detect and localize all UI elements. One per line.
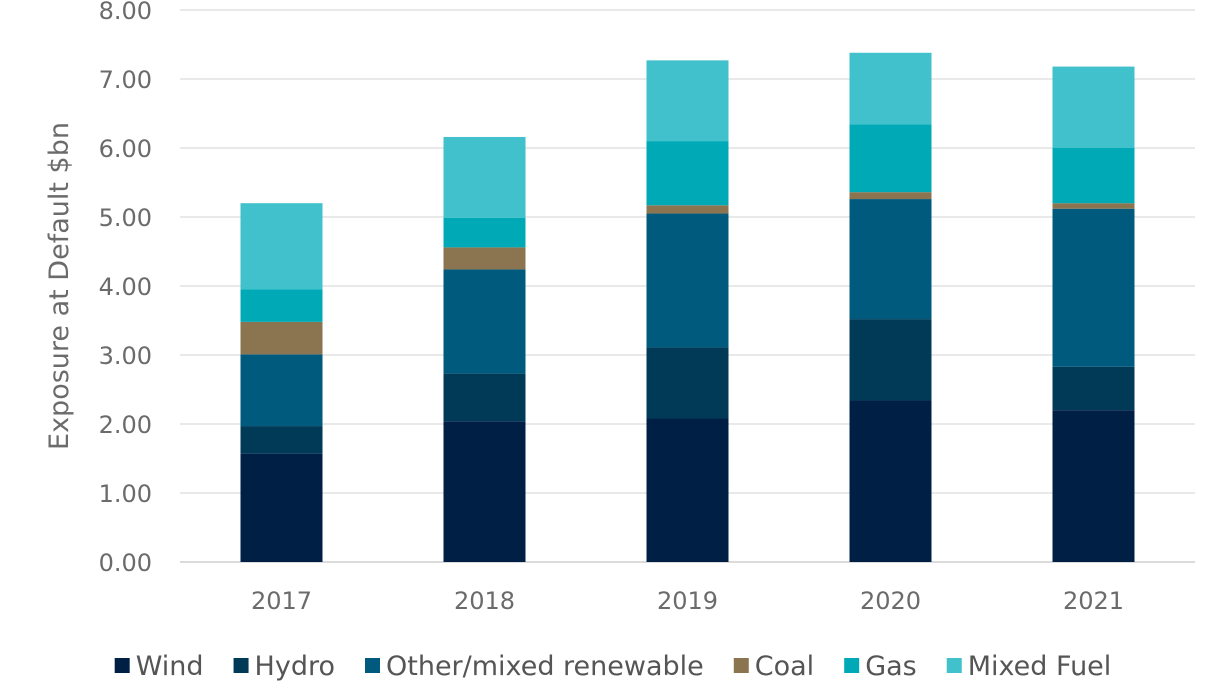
y-tick-label: 8.00 [99, 0, 152, 25]
bar-segment-coal-2021 [1052, 203, 1135, 209]
y-tick-label: 0.00 [99, 549, 152, 577]
legend-item-other-mixed-renewable: Other/mixed renewable [365, 651, 704, 682]
bar-segment-mixed-fuel-2021 [1052, 66, 1135, 148]
y-tick-label: 5.00 [99, 204, 152, 232]
legend-swatch [733, 658, 749, 673]
bar-segment-other-mixed-renewable-2018 [443, 269, 526, 374]
legend-item-hydro: Hydro [233, 651, 335, 682]
x-tick-label: 2019 [657, 587, 718, 615]
x-tick-label: 2020 [860, 587, 921, 615]
bar-segment-gas-2018 [443, 217, 526, 248]
bar-segment-hydro-2021 [1052, 366, 1135, 411]
bar-segment-hydro-2018 [443, 373, 526, 422]
legend-label: Coal [755, 651, 814, 682]
bar-segment-wind-2021 [1052, 410, 1135, 562]
x-tick-label: 2017 [251, 587, 312, 615]
x-tick-label: 2018 [454, 587, 515, 615]
bar-segment-wind-2019 [646, 418, 729, 562]
legend-label: Wind [136, 651, 204, 682]
y-tick-label: 1.00 [99, 480, 152, 508]
legend-label: Other/mixed renewable [386, 651, 704, 682]
bar-segment-other-mixed-renewable-2020 [849, 199, 932, 320]
x-tick-label: 2021 [1063, 587, 1124, 615]
legend-swatch [365, 658, 381, 673]
bar-segment-coal-2019 [646, 205, 729, 214]
bar-segment-wind-2020 [849, 400, 932, 562]
bar-segment-gas-2017 [240, 289, 323, 322]
legend: Wind Hydro Other/mixed renewable Coal Gas Mix… [114, 651, 1112, 682]
bar-segment-hydro-2020 [849, 319, 932, 401]
bar-segment-other-mixed-renewable-2019 [646, 213, 729, 348]
y-axis-title: Exposure at Default $bn [44, 122, 75, 450]
legend-swatch [233, 658, 249, 673]
y-tick-label: 4.00 [99, 273, 152, 301]
bar-segment-coal-2017 [240, 321, 323, 355]
bar-segment-mixed-fuel-2020 [849, 52, 932, 125]
y-tick-label: 2.00 [99, 411, 152, 439]
bar-segment-wind-2018 [443, 421, 526, 562]
legend-item-gas: Gas [844, 651, 917, 682]
legend-label: Mixed Fuel [968, 651, 1112, 682]
legend-swatch [946, 658, 962, 673]
legend-item-coal: Coal [733, 651, 814, 682]
bar-segment-other-mixed-renewable-2017 [240, 354, 323, 427]
bar-segment-coal-2018 [443, 247, 526, 270]
y-axis-ticks: 0.00 1.00 2.00 3.00 4.00 5.00 6.00 7.00 8.00 [99, 0, 152, 577]
bar-segment-coal-2020 [849, 192, 932, 200]
legend-item-wind: Wind [114, 651, 204, 682]
y-tick-label: 7.00 [99, 66, 152, 94]
bar-segment-hydro-2017 [240, 426, 323, 454]
bars [240, 52, 1135, 562]
legend-swatch [114, 658, 130, 673]
bar-segment-mixed-fuel-2018 [443, 136, 526, 218]
legend-label: Hydro [255, 651, 335, 682]
bar-segment-other-mixed-renewable-2021 [1052, 208, 1135, 367]
bar-segment-hydro-2019 [646, 347, 729, 419]
legend-label: Gas [865, 651, 917, 682]
x-axis-ticks: 2017 2018 2019 2020 2021 [251, 587, 1124, 615]
bar-segment-mixed-fuel-2017 [240, 203, 323, 290]
y-tick-label: 6.00 [99, 135, 152, 163]
bar-segment-gas-2019 [646, 141, 729, 206]
legend-swatch [844, 658, 860, 673]
bar-segment-gas-2020 [849, 124, 932, 193]
bar-segment-gas-2021 [1052, 148, 1135, 204]
legend-item-mixed-fuel: Mixed Fuel [946, 651, 1112, 682]
y-tick-label: 3.00 [99, 342, 152, 370]
bar-segment-mixed-fuel-2019 [646, 60, 729, 142]
bar-segment-wind-2017 [240, 453, 323, 562]
